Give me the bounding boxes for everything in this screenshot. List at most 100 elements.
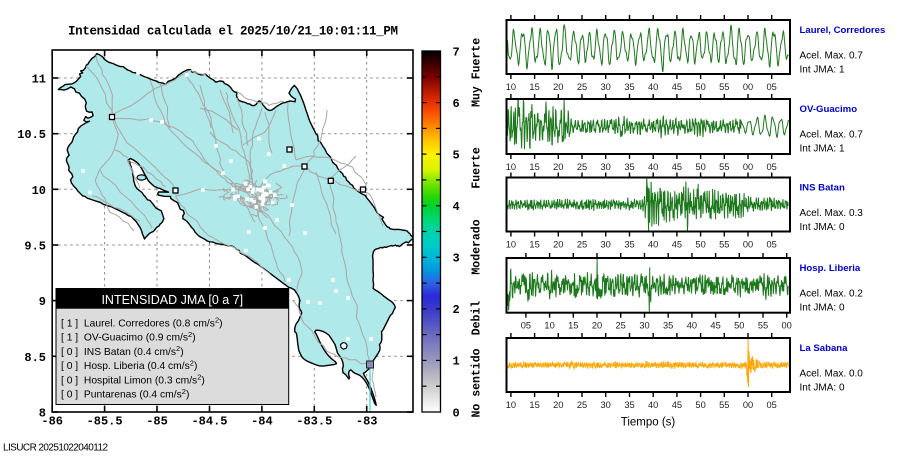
svg-text:30: 30 (601, 162, 611, 172)
svg-text:20: 20 (553, 240, 563, 250)
svg-text:[ 1 ] Laurel. Corredores (0.8: [ 1 ] Laurel. Corredores (0.8 cm/s2) (61, 316, 223, 330)
svg-text:00: 00 (743, 82, 753, 92)
svg-text:05: 05 (767, 162, 777, 172)
svg-text:00: 00 (743, 162, 753, 172)
svg-text:30: 30 (601, 240, 611, 250)
svg-text:Laurel, Corredores: Laurel, Corredores (800, 25, 886, 36)
svg-text:10: 10 (544, 321, 554, 331)
svg-text:Debil: Debil (471, 301, 484, 336)
svg-text:55: 55 (719, 82, 729, 92)
svg-text:8.5: 8.5 (24, 351, 46, 365)
svg-text:25: 25 (577, 162, 587, 172)
svg-text:00: 00 (743, 400, 753, 410)
svg-text:35: 35 (624, 240, 634, 250)
svg-text:9: 9 (39, 295, 46, 309)
svg-text:0: 0 (453, 406, 460, 420)
svg-text:7: 7 (453, 45, 460, 59)
svg-text:20: 20 (592, 321, 602, 331)
svg-text:25: 25 (577, 400, 587, 410)
svg-text:15: 15 (529, 82, 539, 92)
svg-text:30: 30 (601, 82, 611, 92)
svg-text:30: 30 (601, 400, 611, 410)
svg-text:40: 40 (648, 82, 658, 92)
svg-text:10: 10 (32, 184, 46, 198)
svg-text:-85.5: -85.5 (87, 415, 123, 429)
svg-text:10: 10 (506, 82, 516, 92)
svg-text:-85: -85 (146, 415, 168, 429)
svg-text:Moderado: Moderado (471, 219, 484, 274)
svg-text:Int JMA: 0: Int JMA: 0 (800, 303, 845, 314)
svg-text:20: 20 (553, 400, 563, 410)
svg-text:10: 10 (506, 240, 516, 250)
svg-text:Tiempo (s): Tiempo (s) (621, 417, 676, 429)
svg-text:25: 25 (577, 240, 587, 250)
svg-text:45: 45 (672, 400, 682, 410)
svg-text:05: 05 (767, 240, 777, 250)
svg-text:2: 2 (453, 303, 460, 317)
svg-text:55: 55 (719, 162, 729, 172)
svg-text:[ 0 ] Hospital Limon (0.3 cm/: [ 0 ] Hospital Limon (0.3 cm/s2) (61, 373, 205, 387)
svg-text:LISUCR 20251022040112: LISUCR 20251022040112 (3, 443, 108, 454)
svg-text:05: 05 (767, 400, 777, 410)
svg-text:9.5: 9.5 (24, 240, 46, 254)
svg-text:Acel. Max. 0.7: Acel. Max. 0.7 (800, 51, 864, 62)
svg-text:Acel. Max. 0.3: Acel. Max. 0.3 (800, 208, 864, 219)
svg-text:Int JMA: 0: Int JMA: 0 (800, 383, 845, 394)
svg-text:00: 00 (743, 240, 753, 250)
svg-text:Hosp. Liberia: Hosp. Liberia (800, 263, 861, 274)
svg-text:[ 0 ] Hosp. Liberia (0.4 cm/s: [ 0 ] Hosp. Liberia (0.4 cm/s2) (61, 358, 197, 372)
svg-text:35: 35 (624, 162, 634, 172)
svg-text:10: 10 (506, 162, 516, 172)
svg-text:45: 45 (672, 82, 682, 92)
svg-text:OV-Guacimo: OV-Guacimo (800, 104, 858, 115)
svg-text:3: 3 (453, 252, 460, 266)
svg-text:-86: -86 (41, 415, 63, 429)
svg-text:55: 55 (758, 321, 768, 331)
svg-text:20: 20 (553, 162, 563, 172)
svg-text:30: 30 (639, 321, 649, 331)
svg-text:11: 11 (32, 73, 46, 87)
svg-text:25: 25 (616, 321, 626, 331)
svg-text:40: 40 (687, 321, 697, 331)
svg-text:6: 6 (453, 97, 460, 111)
svg-text:55: 55 (719, 240, 729, 250)
svg-text:[ 1 ] OV-Guacimo (0.9 cm/s2): [ 1 ] OV-Guacimo (0.9 cm/s2) (61, 330, 196, 344)
svg-text:50: 50 (695, 240, 705, 250)
svg-text:20: 20 (553, 82, 563, 92)
svg-text:05: 05 (521, 321, 531, 331)
svg-text:Int JMA: 1: Int JMA: 1 (800, 144, 845, 155)
svg-text:8: 8 (39, 407, 46, 421)
svg-text:45: 45 (672, 240, 682, 250)
svg-text:Int JMA: 1: Int JMA: 1 (800, 65, 845, 76)
svg-text:15: 15 (529, 162, 539, 172)
svg-text:Acel. Max. 0.0: Acel. Max. 0.0 (800, 369, 864, 380)
svg-text:Acel. Max. 0.2: Acel. Max. 0.2 (800, 289, 864, 300)
svg-text:Muy Fuerte: Muy Fuerte (471, 38, 484, 107)
svg-text:05: 05 (767, 82, 777, 92)
svg-text:45: 45 (672, 162, 682, 172)
svg-text:50: 50 (695, 400, 705, 410)
svg-text:-83.5: -83.5 (296, 415, 332, 429)
svg-text:00: 00 (782, 321, 792, 331)
svg-text:Acel. Max. 0.7: Acel. Max. 0.7 (800, 130, 864, 141)
svg-text:INTENSIDAD JMA [0 a 7]: INTENSIDAD JMA [0 a 7] (101, 293, 243, 307)
svg-text:Int JMA: 0: Int JMA: 0 (800, 222, 845, 233)
svg-text:[ 0 ] Puntarenas (0.4 cm/s2): [ 0 ] Puntarenas (0.4 cm/s2) (61, 387, 189, 401)
svg-text:35: 35 (624, 82, 634, 92)
svg-text:[ 0 ] INS Batan (0.4 cm/s2): [ 0 ] INS Batan (0.4 cm/s2) (61, 344, 184, 358)
svg-text:55: 55 (719, 400, 729, 410)
svg-text:10: 10 (506, 400, 516, 410)
svg-text:4: 4 (453, 200, 460, 214)
svg-text:15: 15 (568, 321, 578, 331)
svg-text:5: 5 (453, 148, 460, 162)
svg-text:50: 50 (695, 162, 705, 172)
svg-text:15: 15 (529, 240, 539, 250)
svg-text:40: 40 (648, 240, 658, 250)
svg-text:No sentido: No sentido (471, 348, 484, 417)
svg-text:35: 35 (624, 400, 634, 410)
svg-text:1: 1 (453, 355, 460, 369)
svg-text:-84: -84 (251, 415, 273, 429)
svg-text:50: 50 (695, 82, 705, 92)
svg-text:Fuerte: Fuerte (471, 147, 484, 189)
svg-text:INS Batan: INS Batan (800, 183, 845, 194)
